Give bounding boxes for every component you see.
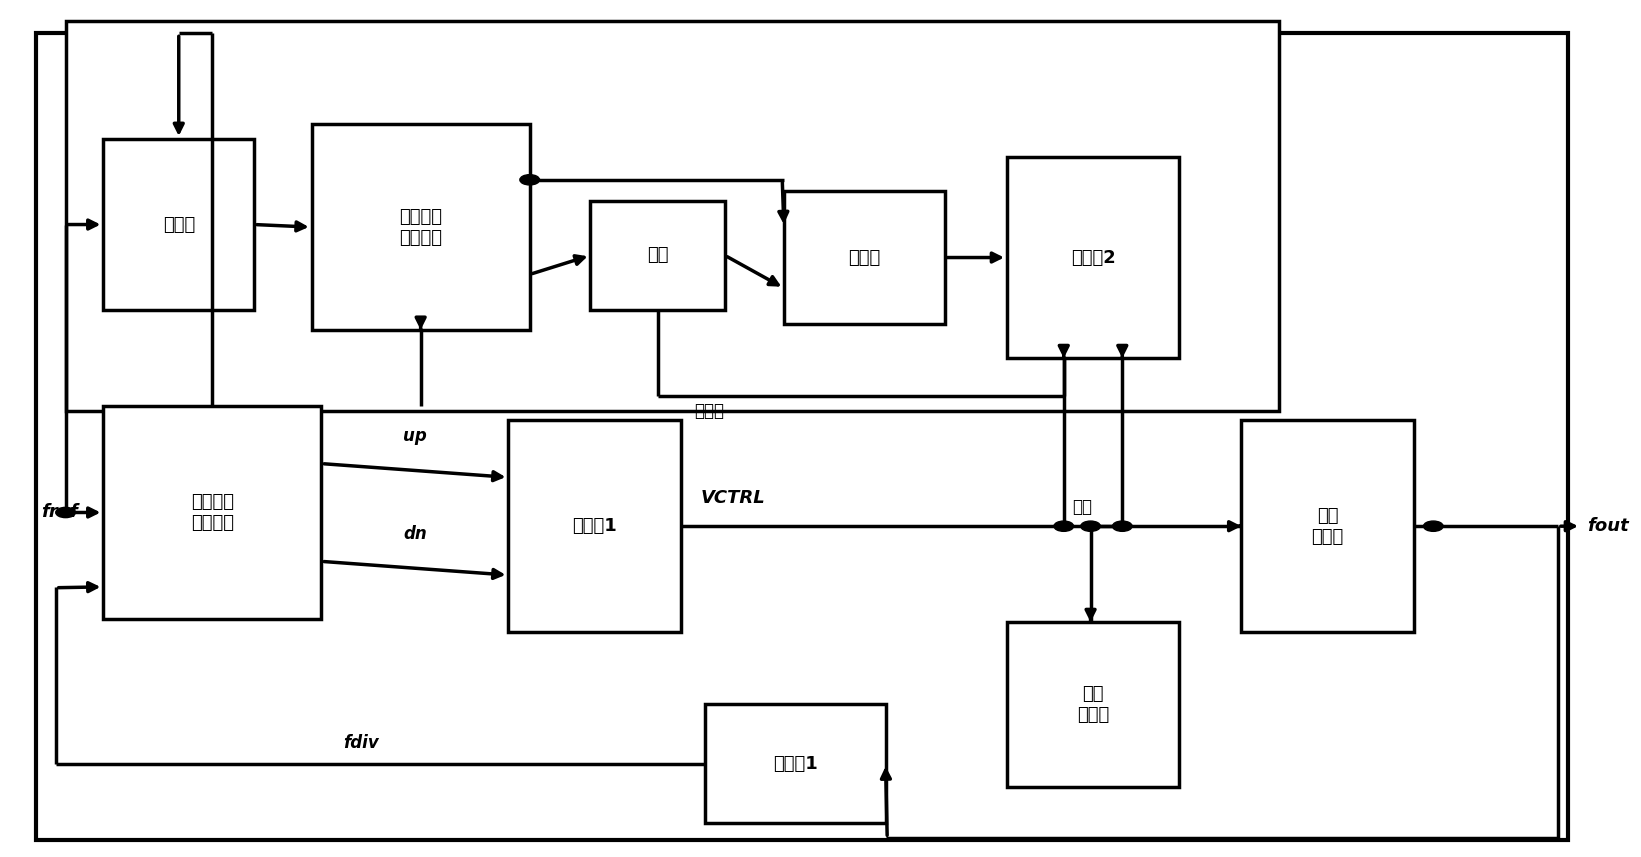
Text: fref: fref <box>41 503 77 522</box>
Text: 分频器1: 分频器1 <box>773 754 817 773</box>
Bar <box>784 191 945 324</box>
Circle shape <box>520 175 540 185</box>
Text: dn: dn <box>404 524 427 542</box>
Bar <box>1242 420 1413 632</box>
Text: 选择器: 选择器 <box>848 249 880 267</box>
Text: 环路
滤波器: 环路 滤波器 <box>1076 685 1109 724</box>
Bar <box>103 406 322 619</box>
Bar <box>509 420 681 632</box>
Text: fout: fout <box>1587 517 1630 536</box>
Circle shape <box>56 507 75 518</box>
Bar <box>312 124 530 330</box>
Text: 电荷泵2: 电荷泵2 <box>1070 249 1116 267</box>
Text: 触发器: 触发器 <box>162 215 195 234</box>
Text: 粗调谐鉴
相鉴频器: 粗调谐鉴 相鉴频器 <box>190 493 235 532</box>
Circle shape <box>1423 521 1442 531</box>
Bar <box>706 704 886 823</box>
Circle shape <box>1081 521 1101 531</box>
Circle shape <box>1054 521 1073 531</box>
Text: 电荷泵1: 电荷泵1 <box>573 517 617 536</box>
Bar <box>1008 622 1180 787</box>
Bar <box>1008 157 1180 358</box>
Text: 异或: 异或 <box>647 246 668 265</box>
Text: VCTRL: VCTRL <box>701 489 765 507</box>
Text: 符号位: 符号位 <box>694 402 724 420</box>
Circle shape <box>1113 521 1132 531</box>
Text: fdiv: fdiv <box>343 734 379 752</box>
Text: 相差: 相差 <box>1072 498 1091 516</box>
Text: 精调谐鉴
相鉴频器: 精调谐鉴 相鉴频器 <box>399 207 441 247</box>
Bar <box>591 201 725 310</box>
Bar <box>103 139 254 310</box>
Bar <box>66 21 1278 411</box>
Text: up: up <box>404 427 427 445</box>
Text: 压控
振荡器: 压控 振荡器 <box>1311 506 1344 546</box>
